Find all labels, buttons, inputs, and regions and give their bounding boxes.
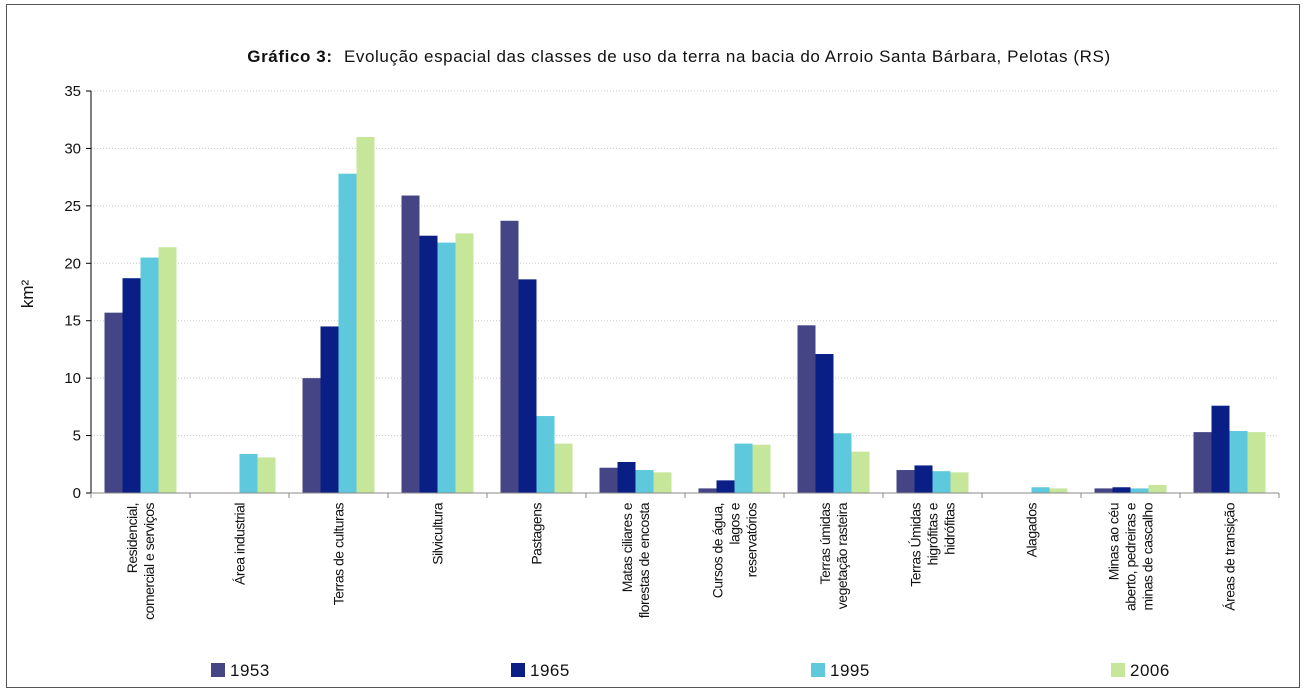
bar	[302, 378, 321, 493]
y-tick-label: 10	[64, 370, 81, 387]
bar	[1130, 488, 1149, 493]
category-label: Terras úmidas	[817, 503, 833, 585]
bar	[752, 444, 771, 493]
y-axis-label: km²	[18, 280, 37, 309]
legend-swatch	[811, 663, 825, 677]
bar	[815, 354, 834, 493]
bar	[104, 312, 123, 493]
bar	[599, 467, 618, 493]
bar	[1211, 405, 1230, 493]
category-label: Terras de culturas	[331, 503, 347, 606]
bar	[1193, 432, 1212, 493]
legend-label: 1965	[530, 661, 570, 680]
bar	[653, 472, 672, 493]
category-label: Minas ao céu	[1106, 503, 1122, 580]
category-label: Terras Úmidas	[908, 503, 924, 587]
bar	[851, 451, 870, 493]
axes: 0 5 10 15 20 25 30 35	[64, 83, 1280, 502]
bar	[734, 443, 753, 493]
category-label: florestas de encosta	[636, 502, 652, 618]
chart-title-text: Evolução espacial das classes de uso da …	[344, 47, 1111, 66]
bar	[1031, 487, 1050, 493]
category-label: comercial e serviços	[141, 503, 157, 620]
y-tick-label: 25	[64, 198, 81, 215]
bar	[1049, 488, 1068, 493]
y-tick-label: 0	[73, 485, 81, 502]
bar	[698, 488, 717, 493]
bar	[122, 278, 141, 493]
bar	[554, 443, 573, 493]
bar	[500, 220, 519, 493]
category-label: vegetação rasteira	[834, 502, 850, 609]
bar	[239, 453, 258, 493]
category-label: Área industrial	[232, 503, 248, 585]
category-label: Alagados	[1024, 503, 1040, 558]
legend-label: 1953	[230, 661, 270, 680]
bar	[1112, 487, 1131, 493]
y-tick-label: 5	[73, 428, 81, 445]
bar	[437, 242, 456, 493]
category-label: higrófitas e	[925, 502, 941, 565]
bar	[896, 470, 915, 493]
category-label: Matas ciliares e	[619, 502, 635, 592]
category-label: minas de cascalho	[1140, 502, 1156, 610]
y-tick-label: 30	[64, 140, 81, 157]
bar	[1094, 488, 1113, 493]
category-label: Residencial,	[124, 503, 140, 573]
bar	[140, 257, 159, 493]
bar	[635, 470, 654, 493]
bar	[356, 136, 375, 493]
bar	[950, 472, 969, 493]
bar	[1229, 430, 1248, 493]
y-tick-label: 20	[64, 255, 81, 272]
bar	[914, 465, 933, 493]
bar	[797, 325, 816, 493]
bar	[338, 173, 357, 493]
category-label: Silvicultura	[430, 502, 446, 564]
legend-label: 2006	[1130, 661, 1170, 680]
category-label: aberto, pedreiras e	[1123, 502, 1139, 611]
y-tick-label: 35	[64, 83, 81, 100]
category-label: Pastagens	[529, 503, 545, 565]
chart: Gráfico 3: Evolução espacial das classes…	[18, 47, 1280, 680]
category-label: lagos e	[727, 502, 743, 544]
bar	[1148, 484, 1167, 493]
y-tick-label: 15	[64, 313, 81, 330]
chart-title-label: Gráfico 3:	[247, 47, 332, 66]
bar	[320, 326, 339, 493]
gridlines	[91, 90, 1279, 437]
bar	[518, 279, 537, 493]
bar	[932, 471, 951, 493]
plot-area	[91, 91, 1279, 493]
category-label: hidrófitas	[942, 503, 958, 555]
bar	[455, 233, 474, 493]
bar	[617, 461, 636, 493]
bar	[716, 480, 735, 493]
legend-swatch	[511, 663, 525, 677]
bar	[419, 235, 438, 493]
category-label: reservatórios	[744, 503, 760, 578]
bars	[104, 136, 1266, 493]
chart-frame: Gráfico 3: Evolução espacial das classes…	[6, 4, 1300, 688]
category-label: Cursos de água,	[710, 503, 726, 598]
category-label: Áreas de transição	[1222, 502, 1238, 610]
bar	[401, 195, 420, 493]
bar	[833, 433, 852, 493]
chart-title: Gráfico 3: Evolução espacial das classes…	[247, 47, 1110, 66]
bar	[257, 457, 276, 493]
legend-label: 1995	[830, 661, 870, 680]
legend: 1953 1965 1995 2006	[211, 661, 1170, 680]
legend-swatch	[1111, 663, 1125, 677]
legend-swatch	[211, 663, 225, 677]
bar	[158, 247, 177, 493]
bar	[1247, 432, 1266, 493]
bar	[536, 416, 555, 493]
category-labels: Residencial, comercial e serviços Área ind…	[124, 502, 1238, 620]
